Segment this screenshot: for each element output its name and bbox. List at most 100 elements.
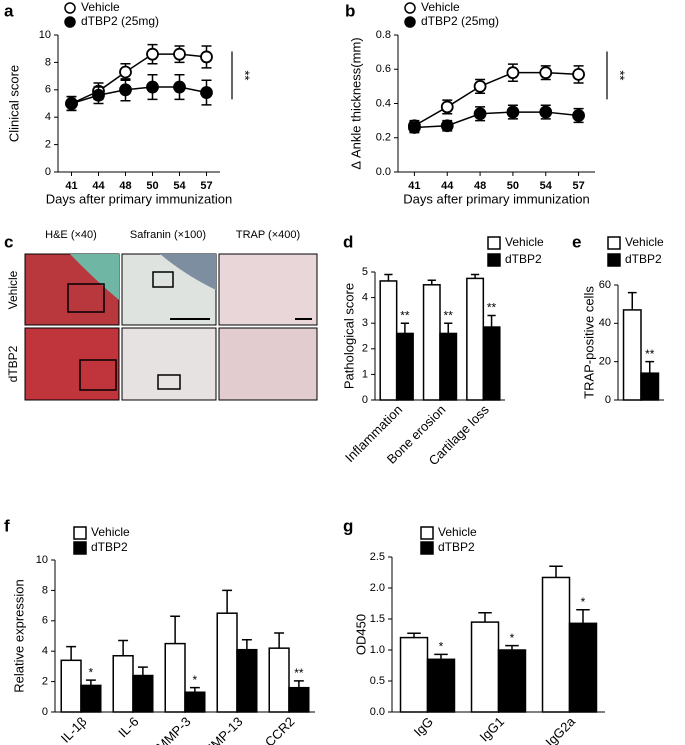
bar <box>164 642 186 713</box>
legend-label: Vehicle <box>91 525 130 539</box>
significance-label: ** <box>294 666 304 680</box>
y-tick-label: 5 <box>362 266 368 278</box>
x-tick-label: 50 <box>146 180 158 192</box>
bar <box>112 655 134 713</box>
column-header: H&E (×40) <box>45 229 97 241</box>
he-image <box>24 327 120 401</box>
legend-label: Vehicle <box>505 235 544 249</box>
legend-marker <box>607 253 621 267</box>
data-point <box>539 105 553 119</box>
inset-box <box>157 374 181 390</box>
legend-marker <box>487 253 501 267</box>
data-point <box>572 67 585 81</box>
y-tick-label: 0.6 <box>376 63 391 75</box>
error-bar <box>85 679 96 686</box>
bar <box>80 684 102 713</box>
y-tick-label: 0 <box>362 394 368 406</box>
significance-label: * <box>510 631 515 645</box>
x-tick-label: 41 <box>408 180 420 192</box>
column-header: TRAP (×400) <box>236 229 300 241</box>
y-tick-label: 3 <box>362 317 368 329</box>
data-point <box>119 83 132 97</box>
data-point <box>440 119 454 133</box>
inset-box <box>67 283 105 313</box>
data-point <box>146 80 159 94</box>
significance-label: * <box>581 595 586 609</box>
data-point <box>572 109 585 122</box>
significance-label: ** <box>645 347 655 361</box>
x-tick-label: 54 <box>173 180 186 192</box>
y-tick-label: 0.4 <box>376 97 391 109</box>
panel-letter: d <box>343 232 353 251</box>
legend-marker <box>420 526 434 540</box>
significance-label: ** <box>613 70 628 80</box>
data-point <box>146 47 159 61</box>
y-axis-label: Δ Ankle thickness(mm) <box>348 37 363 169</box>
trap-image <box>218 253 318 326</box>
error-bar <box>118 639 129 656</box>
column-header: Safranin (×100) <box>130 229 206 241</box>
data-point <box>440 100 454 114</box>
bar <box>482 326 501 401</box>
significance-label: ** <box>400 308 410 322</box>
x-tick-label: 44 <box>92 180 105 192</box>
y-tick-label: 40 <box>599 317 611 329</box>
error-bar <box>487 314 496 328</box>
inset-box <box>152 271 174 288</box>
y-axis-label: Relative expression <box>11 579 26 692</box>
y-tick-label: 2 <box>362 343 368 355</box>
error-bar <box>434 653 448 660</box>
error-bar <box>645 360 655 374</box>
y-tick-label: 0 <box>45 166 51 178</box>
legend-label: Vehicle <box>438 525 477 539</box>
bar <box>60 659 82 713</box>
error-bar <box>293 680 304 688</box>
y-tick-label: 1.0 <box>370 644 385 656</box>
y-tick-label: 6 <box>42 615 48 627</box>
x-tick-label: 54 <box>540 180 553 192</box>
bar <box>541 576 571 713</box>
error-bar <box>427 279 436 285</box>
legend-label: Vehicle <box>421 0 460 14</box>
y-tick-label: 4 <box>45 111 51 123</box>
legend-label: dTBP2 <box>91 540 128 554</box>
data-point <box>539 66 553 80</box>
bar <box>236 648 258 713</box>
y-tick-label: 0.0 <box>376 166 391 178</box>
y-tick-label: 2.0 <box>370 582 385 594</box>
data-point <box>408 121 421 134</box>
y-tick-label: 0.5 <box>370 675 385 687</box>
y-tick-label: 10 <box>39 29 51 41</box>
error-bar <box>444 322 453 334</box>
safranin-image-region <box>160 254 216 290</box>
y-axis-label: OD450 <box>353 614 368 655</box>
bar <box>470 621 500 713</box>
error-bar <box>400 322 410 334</box>
panel-letter: g <box>343 516 353 535</box>
trap-image <box>218 327 318 401</box>
legend-marker <box>404 16 416 28</box>
error-bar <box>137 666 148 676</box>
panel-letter: c <box>4 232 13 251</box>
error-bar <box>241 639 252 650</box>
bar <box>184 691 206 713</box>
bar <box>379 280 398 401</box>
y-tick-label: 0 <box>605 394 611 406</box>
y-tick-label: 6 <box>45 84 51 96</box>
y-tick-label: 1.5 <box>370 613 385 625</box>
x-axis-label: Days after primary immunization <box>46 191 232 206</box>
bar <box>216 612 238 713</box>
y-tick-label: 10 <box>36 554 48 566</box>
legend-label: dTBP2 <box>438 540 475 554</box>
y-axis-label: TRAP-positive cells <box>581 286 596 399</box>
row-label: dTBP2 <box>6 345 20 382</box>
bar <box>568 622 598 713</box>
x-tick-label: 57 <box>572 180 584 192</box>
bar <box>395 332 414 401</box>
error-bar <box>478 612 492 623</box>
data-point <box>506 105 520 119</box>
bar <box>640 372 660 401</box>
legend-label: Vehicle <box>81 0 120 14</box>
bar <box>439 332 458 401</box>
legend-label: Vehicle <box>625 235 664 249</box>
